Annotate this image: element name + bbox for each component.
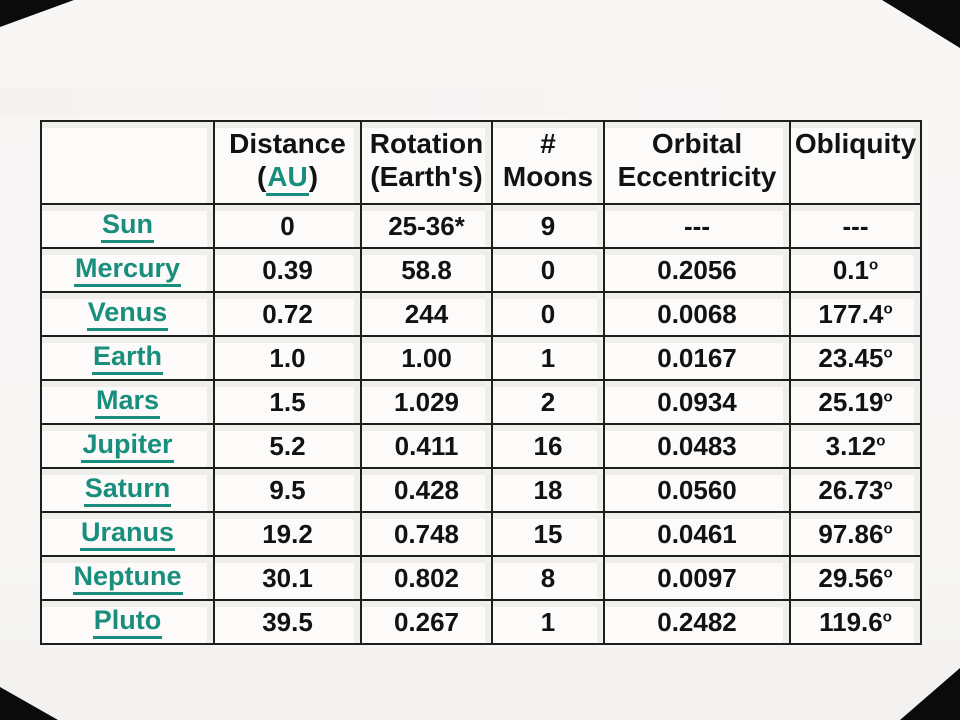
table-row-venus: Venus 0.72 244 0 0.0068 177.4o: [40, 291, 922, 337]
obliquity-cell: 26.73o: [789, 467, 922, 513]
header-orbital-eccentricity: Orbital Eccentricity: [603, 120, 791, 205]
table-row-sun: Sun 0 25-36* 9 --- ---: [40, 203, 922, 249]
moons-cell: 2: [491, 379, 605, 425]
eccentricity-cell: ---: [603, 203, 791, 249]
obliquity-cell: ---: [789, 203, 922, 249]
header-rotation: Rotation (Earth's): [360, 120, 493, 205]
rotation-cell: 1.00: [360, 335, 493, 381]
distance-cell: 0.72: [213, 291, 362, 337]
distance-cell: 1.5: [213, 379, 362, 425]
planet-name-cell: Venus: [40, 291, 215, 337]
distance-cell: 0: [213, 203, 362, 249]
eccentricity-cell: 0.0068: [603, 291, 791, 337]
planet-link-saturn[interactable]: Saturn: [83, 475, 172, 507]
eccentricity-cell: 0.0461: [603, 511, 791, 557]
planet-link-venus[interactable]: Venus: [86, 299, 169, 331]
planet-link-mars[interactable]: Mars: [94, 387, 161, 419]
obliquity-cell: 29.56o: [789, 555, 922, 601]
planet-name-cell: Mercury: [40, 247, 215, 293]
planet-name-cell: Earth: [40, 335, 215, 381]
header-obliquity: Obliquity: [789, 120, 922, 205]
moons-cell: 1: [491, 335, 605, 381]
obliquity-cell: 23.45o: [789, 335, 922, 381]
rotation-cell: 244: [360, 291, 493, 337]
planet-name-cell: Neptune: [40, 555, 215, 601]
scan-smudge: [0, 88, 720, 116]
planet-link-neptune[interactable]: Neptune: [72, 563, 183, 595]
planet-link-jupiter[interactable]: Jupiter: [81, 431, 174, 463]
header-distance: Distance (AU): [213, 120, 362, 205]
rotation-cell: 0.802: [360, 555, 493, 601]
planet-link-sun[interactable]: Sun: [101, 211, 154, 243]
distance-cell: 30.1: [213, 555, 362, 601]
corner-mask-top-right: [882, 0, 960, 48]
rotation-cell: 0.411: [360, 423, 493, 469]
moons-cell: 0: [491, 247, 605, 293]
obliquity-cell: 3.12o: [789, 423, 922, 469]
corner-mask-top-left: [0, 0, 74, 27]
eccentricity-cell: 0.0934: [603, 379, 791, 425]
moons-cell: 0: [491, 291, 605, 337]
obliquity-cell: 25.19o: [789, 379, 922, 425]
planet-name-cell: Jupiter: [40, 423, 215, 469]
rotation-cell: 0.748: [360, 511, 493, 557]
planet-data-table: Distance (AU) Rotation (Earth's) # Moons…: [40, 120, 922, 645]
table-row-earth: Earth 1.0 1.00 1 0.0167 23.45o: [40, 335, 922, 381]
moons-cell: 8: [491, 555, 605, 601]
eccentricity-cell: 0.2482: [603, 599, 791, 645]
table-row-uranus: Uranus 19.2 0.748 15 0.0461 97.86o: [40, 511, 922, 557]
header-distance-line2: (AU): [216, 160, 359, 196]
header-empty: [40, 120, 215, 205]
moons-cell: 9: [491, 203, 605, 249]
planet-name-cell: Mars: [40, 379, 215, 425]
planet-name-cell: Sun: [40, 203, 215, 249]
moons-cell: 1: [491, 599, 605, 645]
au-link[interactable]: AU: [266, 162, 309, 196]
eccentricity-cell: 0.0560: [603, 467, 791, 513]
table-row-mars: Mars 1.5 1.029 2 0.0934 25.19o: [40, 379, 922, 425]
rotation-cell: 1.029: [360, 379, 493, 425]
distance-cell: 5.2: [213, 423, 362, 469]
obliquity-cell: 97.86o: [789, 511, 922, 557]
header-row: Distance (AU) Rotation (Earth's) # Moons…: [40, 120, 922, 205]
obliquity-cell: 0.1o: [789, 247, 922, 293]
table-row-pluto: Pluto 39.5 0.267 1 0.2482 119.6o: [40, 599, 922, 645]
rotation-cell: 0.267: [360, 599, 493, 645]
planet-link-pluto[interactable]: Pluto: [92, 607, 163, 639]
rotation-cell: 58.8: [360, 247, 493, 293]
header-distance-line1: Distance: [229, 128, 346, 159]
distance-cell: 39.5: [213, 599, 362, 645]
moons-cell: 18: [491, 467, 605, 513]
eccentricity-cell: 0.0097: [603, 555, 791, 601]
table-row-jupiter: Jupiter 5.2 0.411 16 0.0483 3.12o: [40, 423, 922, 469]
header-moons: # Moons: [491, 120, 605, 205]
obliquity-cell: 119.6o: [789, 599, 922, 645]
obliquity-cell: 177.4o: [789, 291, 922, 337]
distance-cell: 9.5: [213, 467, 362, 513]
moons-cell: 16: [491, 423, 605, 469]
distance-cell: 19.2: [213, 511, 362, 557]
eccentricity-cell: 0.0167: [603, 335, 791, 381]
corner-mask-bottom-right: [900, 668, 960, 720]
eccentricity-cell: 0.2056: [603, 247, 791, 293]
planet-link-mercury[interactable]: Mercury: [73, 255, 182, 287]
planet-name-cell: Pluto: [40, 599, 215, 645]
moons-cell: 15: [491, 511, 605, 557]
corner-mask-bottom-left: [0, 687, 58, 720]
distance-cell: 1.0: [213, 335, 362, 381]
rotation-cell: 25-36*: [360, 203, 493, 249]
distance-cell: 0.39: [213, 247, 362, 293]
rotation-cell: 0.428: [360, 467, 493, 513]
table-row-neptune: Neptune 30.1 0.802 8 0.0097 29.56o: [40, 555, 922, 601]
eccentricity-cell: 0.0483: [603, 423, 791, 469]
planet-name-cell: Uranus: [40, 511, 215, 557]
table-row-saturn: Saturn 9.5 0.428 18 0.0560 26.73o: [40, 467, 922, 513]
planet-link-uranus[interactable]: Uranus: [79, 519, 176, 551]
table-row-mercury: Mercury 0.39 58.8 0 0.2056 0.1o: [40, 247, 922, 293]
planet-link-earth[interactable]: Earth: [91, 343, 164, 375]
planet-name-cell: Saturn: [40, 467, 215, 513]
